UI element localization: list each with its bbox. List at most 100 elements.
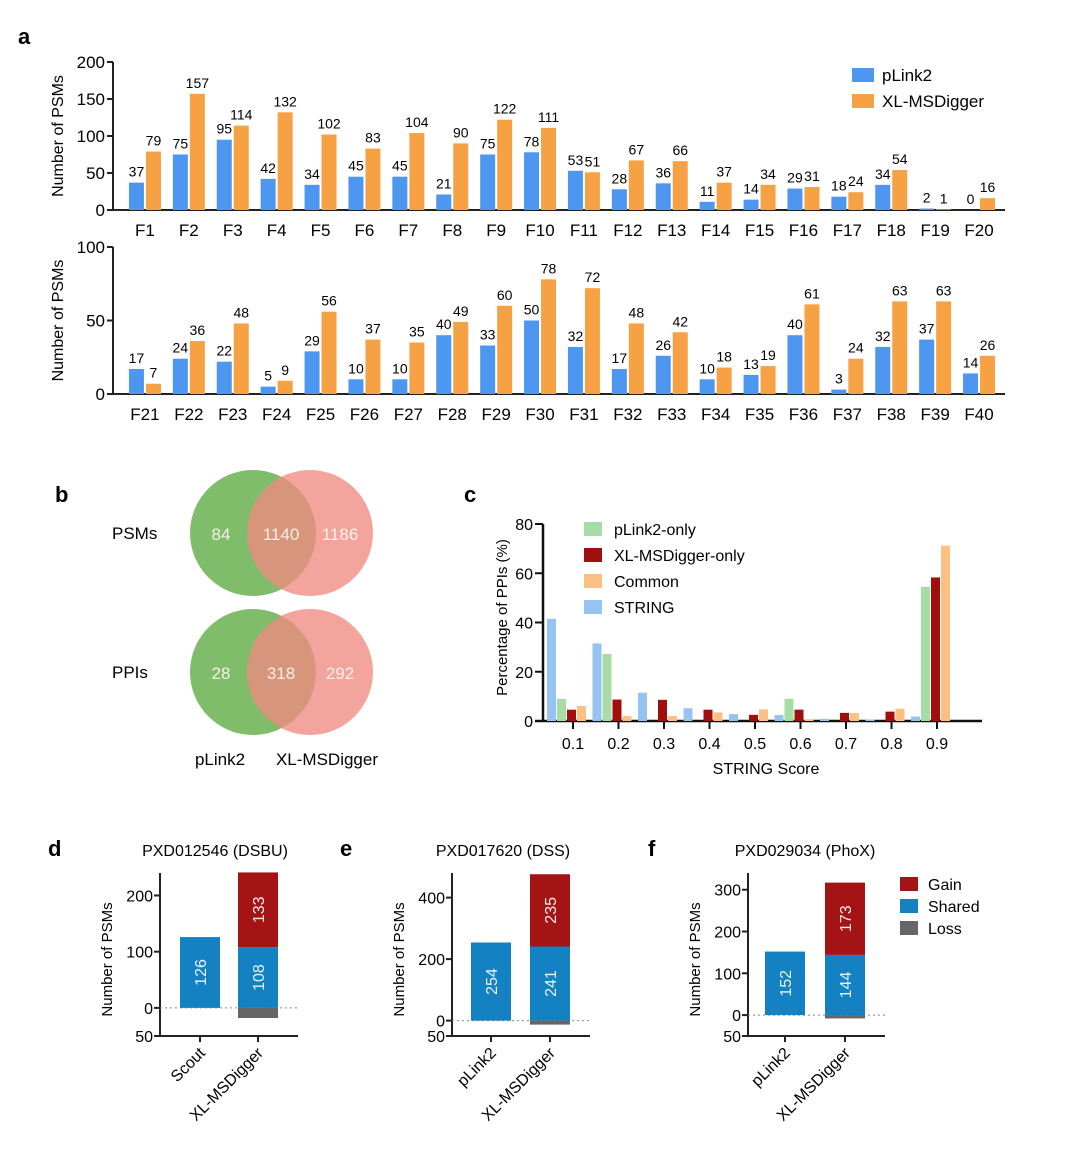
bar-common	[759, 709, 768, 721]
x-tick-label: F29	[482, 405, 511, 424]
panel-f-chart: PXD029034 (PhoX) 300 200 100 0 50 Number of PS…	[687, 843, 980, 1125]
data-label: 53	[568, 152, 584, 168]
bar-label-shared: 241	[543, 970, 560, 997]
bar-gain	[530, 874, 570, 947]
x-tick-label: F15	[745, 221, 774, 240]
x-tick-label: 0.1	[562, 736, 584, 753]
data-label: 61	[804, 285, 820, 301]
bar-common	[668, 716, 677, 721]
bar-plink2	[480, 154, 496, 210]
data-label: 26	[980, 337, 996, 353]
x-tick-label: 0.9	[926, 736, 948, 753]
data-label: 11	[700, 183, 715, 199]
data-label: 51	[585, 153, 601, 169]
data-label: 37	[365, 321, 381, 337]
y-tick-label: 0	[96, 385, 105, 404]
bar-plink2	[567, 346, 583, 394]
y-tick-label: 0	[524, 714, 533, 731]
bar-plink2	[919, 339, 935, 394]
bar-xlmsdigger	[892, 170, 908, 210]
data-label: 75	[173, 136, 189, 152]
data-label: 132	[273, 93, 297, 109]
bar-plink2	[787, 188, 803, 210]
bar-xlmsdigger	[145, 383, 161, 394]
data-label: 19	[760, 347, 776, 363]
bar-xlmsdigger	[233, 323, 249, 394]
x-tick-label: F7	[398, 221, 418, 240]
legend-swatch	[584, 522, 602, 536]
data-label: 95	[216, 121, 232, 137]
y-tick-label: 150	[77, 90, 105, 109]
data-label: 10	[392, 360, 408, 376]
data-label: 0	[967, 191, 975, 207]
bar-label-shared: 126	[193, 959, 210, 986]
venn-row-label: PPIs	[112, 663, 148, 682]
data-label: 66	[672, 142, 688, 158]
legend-swatch	[852, 94, 874, 108]
data-label: 72	[585, 269, 601, 285]
data-label: 102	[317, 116, 341, 132]
data-label: 75	[480, 136, 496, 152]
x-tick-label: F37	[833, 405, 862, 424]
data-label: 3	[835, 371, 843, 387]
x-tick-label: F16	[789, 221, 818, 240]
bar-common	[895, 708, 905, 721]
x-tick-label: F40	[964, 405, 993, 424]
data-label: 50	[524, 302, 540, 318]
bar-common	[713, 712, 723, 721]
bar-xlmsdigger	[716, 182, 732, 210]
bar-xlmsdigger	[365, 339, 381, 394]
bar-plink2	[524, 320, 540, 394]
y-tick-label: 20	[515, 665, 533, 682]
bar-common	[941, 545, 950, 721]
data-label: 33	[480, 326, 496, 342]
legend-swatch	[584, 600, 602, 614]
legend-label: STRING	[614, 600, 674, 617]
bar-gain	[238, 872, 278, 948]
data-label: 10	[348, 360, 364, 376]
x-tick-label: F10	[525, 221, 554, 240]
bar-xlmsdigger	[189, 93, 205, 210]
y-tick-label: 80	[515, 517, 533, 534]
x-tick-label: F26	[350, 405, 379, 424]
bar-plink2	[392, 176, 408, 210]
bar-common	[577, 705, 586, 721]
bar-shared	[471, 942, 511, 1021]
data-label: 79	[146, 133, 162, 149]
data-label: 40	[787, 316, 803, 332]
bar-xlmsdigger	[936, 301, 952, 394]
data-label: 56	[321, 293, 337, 309]
data-label: 22	[216, 343, 232, 359]
bar-shared	[765, 951, 805, 1016]
x-tick-label: F27	[394, 405, 423, 424]
y-tick-label: 50	[135, 1029, 153, 1046]
bar-plink2	[611, 189, 627, 210]
data-label: 37	[129, 164, 145, 180]
venn-intersection: 1140	[263, 525, 300, 544]
data-label: 5	[264, 368, 272, 384]
bar-xlmsdigger	[760, 184, 776, 210]
legend-swatch	[852, 68, 874, 82]
bar-string	[683, 708, 693, 721]
data-label: 48	[629, 304, 645, 320]
x-tick-label: F3	[223, 221, 243, 240]
x-tick-label: F28	[438, 405, 467, 424]
x-tick-label: F22	[174, 405, 203, 424]
data-label: 90	[453, 124, 469, 140]
bar-xlmsdigger	[848, 358, 864, 394]
bar-plink2	[348, 379, 364, 394]
data-label: 42	[672, 313, 688, 329]
bar-plink2	[128, 182, 144, 210]
bar-plink2	[128, 369, 144, 394]
data-label: 34	[760, 166, 776, 182]
bar-label-shared: 254	[484, 968, 501, 995]
bar-plink2	[348, 176, 364, 210]
x-tick-label: 0.5	[744, 736, 766, 753]
bar-xlmsdigger	[892, 301, 908, 394]
panel-label-d: d	[48, 836, 61, 861]
bar-loss	[238, 1007, 278, 1019]
data-label: 16	[980, 179, 996, 195]
x-axis-label: STRING Score	[713, 761, 820, 778]
x-tick-label: F19	[921, 221, 950, 240]
